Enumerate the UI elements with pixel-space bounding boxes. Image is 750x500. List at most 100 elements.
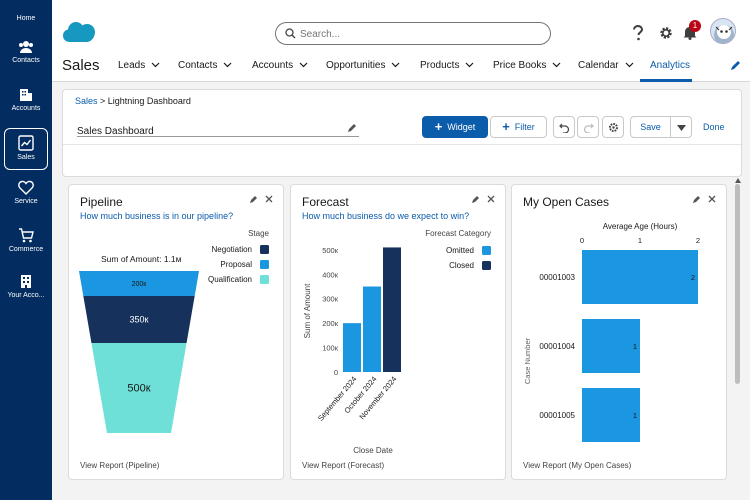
save-menu-button[interactable]: [670, 116, 692, 138]
chevron-down-icon[interactable]: [223, 62, 232, 68]
legend-swatch: [482, 246, 491, 255]
active-tab-indicator: [640, 79, 692, 82]
nav-tab-label: Analytics: [650, 60, 691, 71]
funnel-segments: 200к 350к 500к: [79, 271, 199, 433]
bar-value-label: 1: [633, 411, 637, 420]
rail-item-accounts[interactable]: Accounts: [0, 88, 52, 112]
y-tick-label: 100к: [322, 344, 339, 353]
cart-icon: [19, 228, 34, 243]
breadcrumb-current: > Lightning Dashboard: [100, 96, 191, 106]
canvas-scrollbar-thumb[interactable]: [735, 184, 740, 384]
view-report-link[interactable]: View Report (Pipeline): [80, 461, 160, 470]
user-avatar[interactable]: [710, 18, 736, 44]
rail-item-home[interactable]: Home: [0, 15, 52, 22]
redo-button[interactable]: [577, 116, 599, 138]
forecast-bars: [343, 247, 401, 372]
nav-tab-price-books[interactable]: Price Books: [493, 60, 561, 71]
nav-tab-products[interactable]: Products: [420, 60, 474, 71]
case-bars: 2 00001003 1 00001004 1 00001005: [539, 250, 698, 442]
case-bar[interactable]: [582, 250, 698, 304]
gear-icon[interactable]: [659, 26, 673, 40]
chevron-down-icon[interactable]: [299, 62, 308, 68]
scroll-up-arrow-icon[interactable]: [735, 178, 741, 183]
widget-title: My Open Cases: [523, 195, 610, 209]
pencil-icon[interactable]: [347, 123, 357, 133]
chevron-down-icon[interactable]: [391, 62, 400, 68]
funnel-legend: Negotiation Proposal Qualification: [208, 245, 269, 284]
header-divider: [63, 144, 743, 145]
nav-tab-calendar[interactable]: Calendar: [578, 60, 634, 71]
bar-value-label: 1: [633, 342, 637, 351]
properties-button[interactable]: [602, 116, 624, 138]
app-name: Sales: [62, 57, 100, 74]
add-widget-button[interactable]: + Widget: [422, 116, 488, 138]
rail-item-sales[interactable]: Sales: [4, 128, 48, 170]
edit-widget-pencil-icon[interactable]: [249, 195, 258, 204]
rail-item-your-account[interactable]: Your Acco...: [0, 274, 52, 299]
funnel-total-label: Sum of Amount: 1.1м: [101, 254, 182, 264]
contacts-icon: [19, 41, 33, 53]
bar-value-label: 2: [691, 273, 695, 282]
pipeline-widget[interactable]: Pipeline How much business is in our pip…: [68, 184, 284, 480]
dashboard-title-field[interactable]: Sales Dashboard: [77, 121, 359, 137]
case-bar[interactable]: [582, 388, 640, 442]
close-icon[interactable]: [708, 195, 716, 203]
rail-item-commerce[interactable]: Commerce: [0, 228, 52, 253]
help-icon[interactable]: [632, 25, 644, 41]
x-tick-label: 1: [638, 236, 642, 245]
plus-icon: +: [434, 119, 443, 134]
chevron-down-icon[interactable]: [552, 62, 561, 68]
edit-widget-pencil-icon[interactable]: [471, 195, 480, 204]
edit-widget-pencil-icon[interactable]: [692, 195, 701, 204]
y-axis-label: Case Number: [523, 337, 532, 384]
funnel-segment[interactable]: [91, 343, 187, 433]
nav-tab-accounts[interactable]: Accounts: [252, 60, 308, 71]
undo-button[interactable]: [553, 116, 575, 138]
forecast-widget[interactable]: Forecast How much business do we expect …: [290, 184, 506, 480]
forecast-bar-chart: Forecast Category Omitted Closed Sum of A…: [303, 229, 491, 455]
funnel-segment[interactable]: [79, 271, 199, 296]
rail-item-service[interactable]: Service: [0, 180, 52, 205]
rail-label-service: Service: [14, 198, 38, 205]
undo-icon: [558, 123, 569, 134]
y-tick-label: 0: [334, 368, 338, 377]
nav-tab-opportunities[interactable]: Opportunities: [326, 60, 400, 71]
funnel-segment[interactable]: [83, 296, 195, 343]
chevron-down-icon[interactable]: [625, 62, 634, 68]
forecast-bar[interactable]: [343, 323, 361, 372]
x-axis-label: Close Date: [353, 446, 393, 455]
filter-button[interactable]: + Filter: [490, 116, 547, 138]
chevron-down-icon[interactable]: [465, 62, 474, 68]
case-bar[interactable]: [582, 319, 640, 373]
widget-title: Pipeline: [80, 195, 123, 209]
cloud-logo-icon[interactable]: [62, 20, 96, 44]
close-icon[interactable]: [487, 195, 495, 203]
chevron-down-icon[interactable]: [151, 62, 160, 68]
rail-label-commerce: Commerce: [8, 246, 44, 253]
open-cases-widget[interactable]: My Open Cases Average Age (Hours) Case N…: [511, 184, 727, 480]
forecast-bar[interactable]: [383, 247, 401, 372]
legend-title: Stage: [248, 229, 269, 238]
rail-item-contacts[interactable]: Contacts: [0, 40, 52, 64]
nav-tab-leads[interactable]: Leads: [118, 60, 160, 71]
forecast-bar[interactable]: [363, 286, 381, 372]
save-button[interactable]: Save: [630, 116, 671, 138]
view-report-link[interactable]: View Report (Forecast): [302, 461, 385, 470]
x-tick-label: 0: [580, 236, 584, 245]
global-search[interactable]: [275, 22, 551, 45]
add-widget-label: Widget: [447, 122, 476, 132]
rail-label-home: Home: [16, 15, 36, 22]
building-icon: [20, 89, 32, 101]
view-report-link[interactable]: View Report (My Open Cases): [523, 461, 632, 470]
breadcrumb-link-sales[interactable]: Sales: [75, 96, 98, 106]
edit-nav-pencil-icon[interactable]: [730, 60, 741, 71]
done-button[interactable]: Done: [703, 122, 725, 132]
caret-down-icon: [676, 125, 686, 131]
nav-tab-label: Price Books: [493, 60, 547, 71]
nav-tab-contacts[interactable]: Contacts: [178, 60, 232, 71]
nav-tab-analytics[interactable]: Analytics: [650, 60, 690, 71]
close-icon[interactable]: [265, 195, 273, 203]
search-input[interactable]: [300, 26, 540, 42]
y-tick-label: 200к: [322, 319, 339, 328]
